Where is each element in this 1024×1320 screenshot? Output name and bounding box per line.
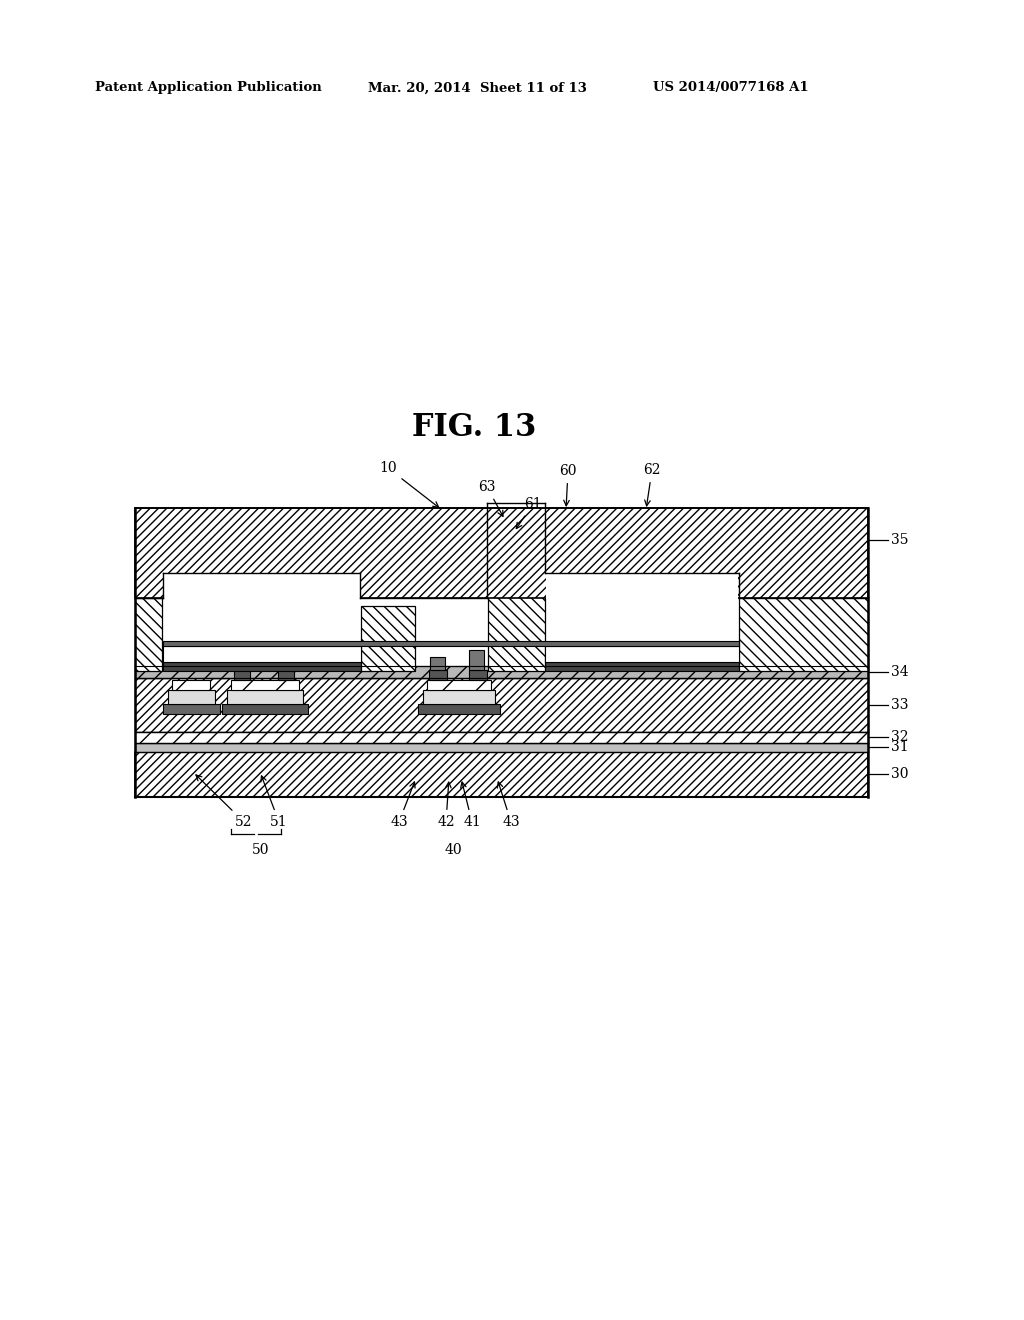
Text: 31: 31 [891,741,908,754]
Bar [135,678,868,733]
Text: 60: 60 [559,465,577,506]
Bar [469,649,484,671]
Bar [430,657,445,671]
Text: 40: 40 [444,843,462,857]
Bar [231,680,299,690]
Bar [164,573,360,599]
Bar [544,663,750,671]
Bar [227,690,303,704]
Bar [163,704,220,714]
Bar [488,548,545,671]
Text: 41: 41 [461,781,481,829]
Bar [361,606,415,671]
Bar [135,733,868,743]
Bar [135,667,868,678]
Bar [545,645,739,663]
Bar [168,690,215,704]
Text: 51: 51 [261,776,288,829]
Text: 61: 61 [516,498,542,528]
Bar [163,663,372,671]
Text: US 2014/0077168 A1: US 2014/0077168 A1 [653,82,809,95]
Bar [278,652,292,671]
Bar [163,645,361,663]
Bar [163,642,739,645]
Bar [469,671,487,680]
Bar [222,704,308,714]
Text: 10: 10 [379,461,438,507]
Bar [135,743,868,752]
Text: 30: 30 [891,767,908,781]
Text: 52: 52 [196,775,253,829]
Text: 32: 32 [891,730,908,744]
Text: 43: 43 [390,781,415,829]
Text: 33: 33 [891,698,908,711]
Text: 62: 62 [643,463,660,506]
Bar [546,573,738,599]
Bar [135,752,868,797]
Bar [739,594,868,671]
Text: 34: 34 [891,665,908,678]
Bar [172,680,210,690]
Bar [135,508,868,598]
Bar [234,671,250,680]
Text: 50: 50 [252,843,269,857]
Bar [418,704,500,714]
Text: 43: 43 [498,781,520,829]
Text: Mar. 20, 2014  Sheet 11 of 13: Mar. 20, 2014 Sheet 11 of 13 [368,82,587,95]
Text: FIG. 13: FIG. 13 [412,412,537,444]
Bar [423,690,495,704]
Bar [278,671,294,680]
Bar [135,598,162,671]
Text: 63: 63 [478,480,503,516]
Bar [429,671,447,680]
Text: 35: 35 [891,533,908,546]
Text: 42: 42 [437,783,455,829]
Text: Patent Application Publication: Patent Application Publication [95,82,322,95]
Bar [427,680,490,690]
